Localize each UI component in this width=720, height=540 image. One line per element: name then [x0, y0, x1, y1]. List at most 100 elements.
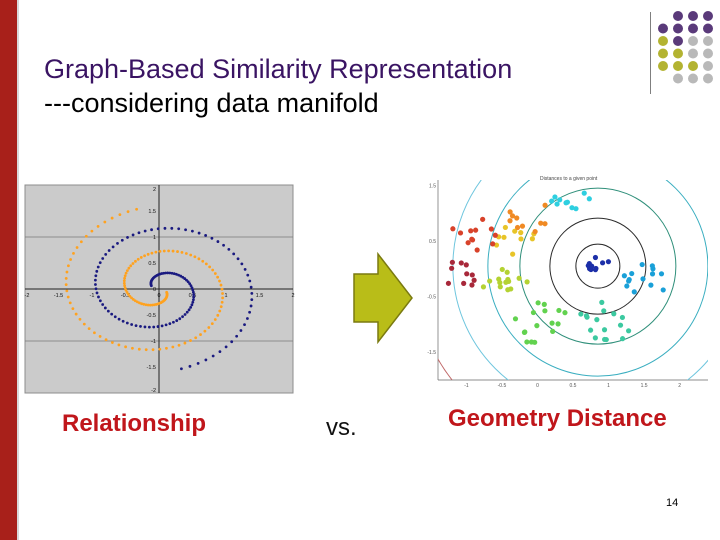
- spiral-point: [170, 226, 174, 230]
- spiral-point: [123, 276, 127, 280]
- x-tick-label: 1.5: [256, 293, 264, 299]
- spiral-point: [93, 278, 97, 282]
- spiral-point: [135, 207, 138, 211]
- spiral-point: [123, 274, 127, 278]
- manifold-point: [640, 276, 646, 282]
- manifold-point: [518, 236, 524, 242]
- spiral-point: [137, 347, 141, 351]
- manifold-point: [605, 259, 612, 265]
- manifold-point: [496, 276, 502, 282]
- manifold-point: [524, 279, 530, 285]
- manifold-point: [601, 327, 608, 333]
- x-tick-label: -0.5: [498, 383, 507, 389]
- spiral-point: [177, 227, 181, 231]
- spiral-point: [75, 246, 79, 249]
- decorative-dot: [673, 61, 683, 71]
- spiral-point: [189, 253, 193, 257]
- manifold-point: [592, 267, 599, 273]
- manifold-point: [629, 270, 635, 277]
- distance-ring: [487, 180, 708, 377]
- x-tick-label: 0: [536, 383, 539, 389]
- title-line-2: ---considering data manifold: [44, 88, 379, 118]
- spiral-point: [130, 323, 134, 326]
- manifold-point: [518, 230, 524, 236]
- x-tick-label: 1.5: [641, 383, 648, 389]
- spiral-point: [176, 250, 179, 253]
- spiral-point: [208, 265, 212, 269]
- spiral-point: [127, 266, 131, 270]
- decorative-dot: [703, 23, 713, 34]
- spiral-point: [110, 216, 114, 220]
- spiral-point: [249, 285, 253, 289]
- spiral-point: [116, 242, 119, 245]
- slide-title: Graph-Based Similarity Representation --…: [44, 52, 512, 120]
- spiral-point: [210, 236, 214, 240]
- manifold-point: [650, 266, 656, 272]
- spiral-point: [129, 264, 133, 268]
- spiral-point: [216, 240, 220, 243]
- spiral-point: [190, 286, 194, 290]
- spiral-point: [192, 293, 196, 297]
- manifold-point: [542, 202, 548, 208]
- spiral-point: [236, 257, 240, 261]
- manifold-point: [445, 280, 452, 286]
- spiral-point: [74, 312, 78, 316]
- spiral-point: [207, 326, 211, 329]
- spiral-point: [180, 250, 184, 254]
- decorative-dot: [703, 11, 713, 21]
- manifold-point: [488, 226, 494, 232]
- y-tick-label: 2: [153, 187, 156, 193]
- manifold-point: [602, 336, 608, 343]
- manifold-point: [552, 194, 558, 200]
- spiral-point: [248, 279, 252, 283]
- spiral-point: [120, 238, 124, 242]
- spiral-point: [125, 290, 129, 294]
- spiral-point: [199, 333, 202, 336]
- spiral-point: [144, 348, 148, 352]
- spiral-point: [197, 231, 201, 235]
- manifold-point: [658, 271, 665, 277]
- spiral-point: [183, 313, 187, 316]
- manifold-point: [502, 224, 508, 231]
- spiral-point: [165, 346, 168, 350]
- manifold-point: [499, 266, 505, 273]
- manifold-point: [501, 234, 507, 240]
- decorative-dot: [703, 61, 713, 71]
- decorative-dot: [688, 23, 698, 34]
- spiral-point: [101, 303, 105, 306]
- spiral-point: [168, 322, 172, 326]
- x-tick-label: 1: [224, 293, 227, 299]
- title-line-1: Graph-Based Similarity Representation: [44, 54, 513, 84]
- manifold-point: [449, 265, 455, 271]
- manifold-point: [449, 259, 455, 265]
- distance-ring: [575, 243, 621, 289]
- spiral-point: [106, 309, 110, 313]
- spiral-point: [94, 287, 98, 291]
- manifold-point: [532, 229, 538, 235]
- x-tick-label: 0: [157, 293, 160, 299]
- manifold-point: [469, 272, 475, 278]
- spiral-point: [164, 271, 168, 275]
- manifold-point: [626, 278, 632, 284]
- spiral-point: [107, 249, 111, 252]
- spiral-point: [162, 249, 166, 253]
- spiral-point: [188, 282, 192, 286]
- y-tick-label: 0.5: [429, 239, 436, 245]
- manifold-point: [529, 236, 535, 242]
- spiral-point: [172, 272, 176, 276]
- y-tick-label: -0.5: [147, 313, 156, 319]
- decorative-dot-grid: [658, 11, 713, 84]
- manifold-point: [524, 339, 530, 345]
- manifold-point: [619, 336, 626, 342]
- spiral-point: [246, 317, 249, 320]
- spiral-point: [210, 322, 214, 325]
- spiral-point: [240, 262, 244, 266]
- decorative-dot: [703, 36, 713, 46]
- spiral-point: [189, 339, 192, 342]
- x-tick-label: -0.5: [121, 293, 130, 299]
- manifold-point: [549, 320, 555, 326]
- spiral-point: [96, 224, 100, 228]
- spiral-point: [235, 334, 239, 338]
- spiral-point: [156, 227, 160, 231]
- spiral-point: [190, 229, 194, 233]
